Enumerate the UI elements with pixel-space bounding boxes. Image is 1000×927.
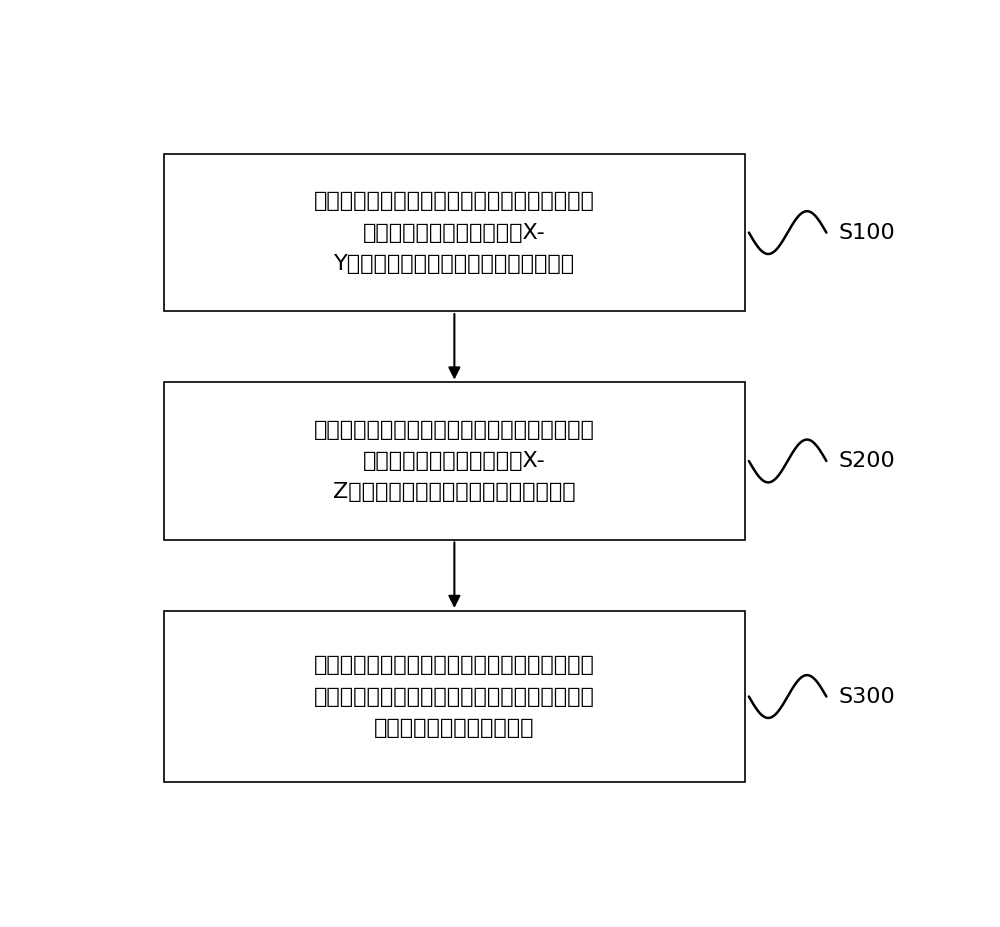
Text: 对所述第一位置信息、所述第二位置信息、所述
第一角度信息及所述第二角度信息进行整合得到
所述制动梁端部的三维坐标: 对所述第一位置信息、所述第二位置信息、所述 第一角度信息及所述第二角度信息进行整… bbox=[314, 655, 595, 738]
FancyBboxPatch shape bbox=[164, 383, 745, 540]
Text: S300: S300 bbox=[838, 687, 895, 706]
FancyBboxPatch shape bbox=[164, 611, 745, 782]
Text: S100: S100 bbox=[838, 222, 895, 243]
FancyBboxPatch shape bbox=[164, 154, 745, 311]
Text: S200: S200 bbox=[838, 451, 895, 471]
Text: 获取制动梁端部区域的上方图像，根据所述上方
图像得到所述制动梁端部在X-
Y平面上的第一位置信息与第一角度信息: 获取制动梁端部区域的上方图像，根据所述上方 图像得到所述制动梁端部在X- Y平面… bbox=[314, 191, 595, 273]
Text: 获取制动梁端部区域的侧面图像，根据所述侧面
图像得到所述制动梁端部在X-
Z平面上的第二位置信息与第二角度信息: 获取制动梁端部区域的侧面图像，根据所述侧面 图像得到所述制动梁端部在X- Z平面… bbox=[314, 420, 595, 502]
